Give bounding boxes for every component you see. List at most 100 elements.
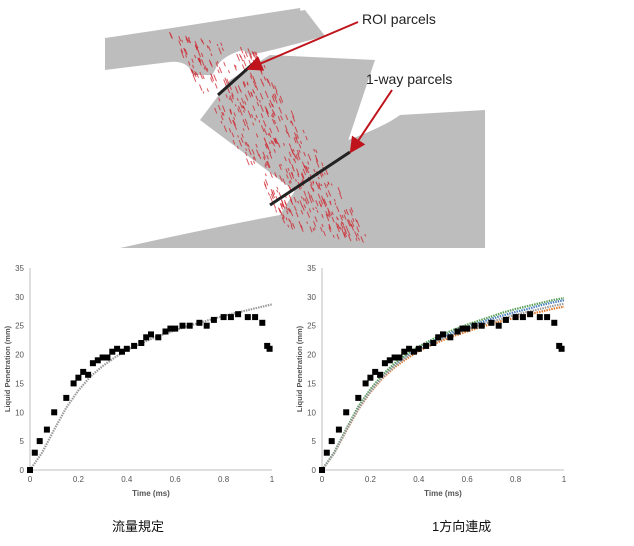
parcel-streak bbox=[255, 95, 259, 101]
penetration-chart-flow-rate: 0 5 10 15 20 25 30 35 0 0.2 0.4 0.6 0.8 1 Time (ms) Liq… bbox=[3, 264, 275, 498]
parcel-streak bbox=[288, 172, 293, 180]
parcel-streak bbox=[325, 192, 329, 198]
parcel-streak bbox=[342, 231, 346, 239]
parcel-streak bbox=[294, 155, 297, 160]
parcel-streak bbox=[356, 233, 359, 237]
spray-parcels bbox=[169, 31, 367, 243]
parcel-streak bbox=[273, 148, 276, 153]
parcel-streak bbox=[231, 132, 235, 138]
parcel-streak bbox=[282, 216, 285, 220]
parcel-streak bbox=[184, 48, 188, 55]
parcel-streak bbox=[278, 98, 282, 104]
parcel-streak bbox=[285, 114, 289, 121]
x-tick-label: 0 bbox=[320, 475, 325, 484]
parcel-streak bbox=[194, 40, 198, 46]
parcel-streak bbox=[267, 192, 271, 196]
parcel-streak bbox=[286, 131, 291, 138]
parcel-streak bbox=[234, 126, 238, 130]
parcel-streak bbox=[282, 203, 286, 209]
parcel-streak bbox=[329, 201, 332, 206]
parcel-streak bbox=[341, 228, 344, 232]
parcel-streak bbox=[247, 48, 250, 53]
parcel-streak bbox=[208, 46, 211, 52]
parcel-streak bbox=[304, 198, 308, 205]
parcel-streak bbox=[271, 113, 275, 118]
parcel-streak bbox=[250, 75, 253, 80]
y-tick-label: 10 bbox=[15, 408, 24, 417]
parcel-streak bbox=[300, 196, 303, 199]
parcel-streak bbox=[247, 144, 250, 148]
parcel-streak bbox=[267, 133, 270, 136]
parcel-streak bbox=[185, 37, 189, 43]
parcel-streak bbox=[245, 142, 249, 147]
parcel-streak bbox=[267, 79, 271, 87]
parcel-streak bbox=[265, 142, 270, 150]
parcel-streak bbox=[263, 128, 268, 136]
parcel-streak bbox=[271, 103, 275, 108]
experiment-point bbox=[391, 354, 398, 361]
y-tick-label: 35 bbox=[15, 264, 24, 273]
parcel-streak bbox=[307, 166, 310, 170]
parcel-streak bbox=[327, 207, 331, 214]
experiment-point bbox=[85, 371, 92, 378]
x-tick-label: 1 bbox=[270, 475, 275, 484]
experiment-point bbox=[143, 334, 150, 341]
parcel-streak bbox=[178, 36, 182, 42]
parcel-streak bbox=[197, 57, 200, 63]
parcel-streak bbox=[290, 120, 294, 126]
parcel-streak bbox=[313, 227, 316, 230]
parcel-streak bbox=[248, 93, 252, 98]
parcel-streak bbox=[187, 38, 190, 43]
parcel-streak bbox=[200, 52, 204, 58]
parcel-streak bbox=[216, 60, 219, 64]
experiment-point bbox=[355, 394, 362, 401]
parcel-streak bbox=[234, 65, 237, 68]
parcel-streak bbox=[228, 128, 232, 133]
simulation-series-line bbox=[321, 296, 565, 471]
parcel-streak bbox=[259, 99, 261, 103]
parcel-streak bbox=[315, 200, 319, 207]
parcel-streak bbox=[313, 168, 316, 173]
parcel-streak bbox=[347, 234, 352, 242]
parcel-streak bbox=[290, 110, 295, 118]
parcel-streak bbox=[192, 64, 195, 69]
parcel-streak bbox=[293, 205, 297, 212]
parcel-streak bbox=[223, 79, 227, 87]
parcel-streak bbox=[222, 105, 226, 113]
parcel-streak bbox=[323, 172, 326, 175]
parcel-streak bbox=[193, 72, 197, 78]
parcel-streak bbox=[317, 176, 320, 180]
parcel-streak bbox=[286, 210, 289, 215]
parcel-streak bbox=[229, 95, 234, 103]
parcel-streak bbox=[275, 209, 278, 213]
experiment-point bbox=[401, 348, 408, 355]
y-tick-label: 10 bbox=[307, 408, 316, 417]
parcel-streak bbox=[210, 73, 213, 78]
parcel-streak bbox=[227, 70, 231, 74]
spray-simulation-image bbox=[105, 8, 485, 248]
parcel-streak bbox=[346, 219, 351, 227]
parcel-streak bbox=[274, 137, 279, 144]
parcel-streak bbox=[208, 59, 212, 66]
x-tick-label: 0.2 bbox=[365, 475, 377, 484]
experiment-point bbox=[415, 345, 422, 352]
parcel-streak bbox=[340, 223, 344, 229]
parcel-streak bbox=[301, 205, 305, 211]
parcel-streak bbox=[329, 200, 332, 204]
parcel-streak bbox=[250, 113, 254, 118]
parcel-streak bbox=[259, 92, 264, 100]
parcel-streak bbox=[277, 116, 281, 122]
parcel-streak bbox=[199, 84, 203, 91]
parcel-streak bbox=[331, 211, 334, 215]
parcel-streak bbox=[313, 148, 316, 152]
parcel-streak bbox=[325, 214, 330, 222]
parcel-streak bbox=[285, 168, 289, 174]
parcel-streak bbox=[327, 190, 331, 195]
parcel-streak bbox=[321, 198, 325, 204]
parcel-streak bbox=[355, 237, 358, 242]
parcel-streak bbox=[225, 94, 228, 99]
experiment-point bbox=[512, 314, 519, 321]
experiment-point bbox=[423, 342, 430, 349]
experiment-point bbox=[31, 449, 38, 456]
parcel-streak bbox=[298, 143, 302, 149]
